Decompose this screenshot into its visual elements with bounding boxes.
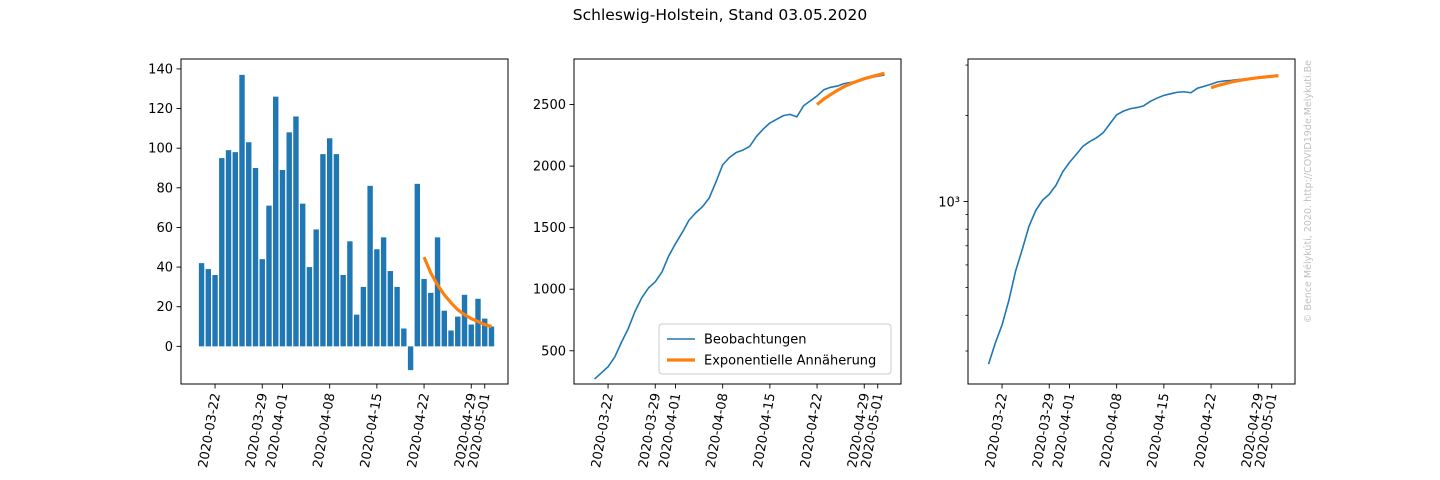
bar [232,152,238,347]
bar [374,249,380,347]
bar [212,275,218,347]
bar [198,263,205,347]
x-tick-label: 2020-03-22 [589,392,617,469]
bar [428,292,434,347]
fit-line [422,256,492,329]
bar [448,330,454,347]
bar [225,150,232,347]
observed-line [594,74,885,380]
bar [320,154,326,347]
bar [333,154,340,347]
bar [367,185,373,347]
bar [266,205,272,347]
x-tick-label: 2020-04-22 [405,392,433,469]
y-tick-label: 2000 [533,160,566,175]
bar [259,259,265,347]
bar [421,278,427,347]
chart-suptitle: Schleswig-Holstein, Stand 03.05.2020 [572,6,868,24]
bar [239,74,245,347]
legend-fit-label: Exponentielle Annäherung [704,354,876,369]
y-tick-label: 140 [148,62,173,77]
legend: Beobachtungen Exponentielle Annäherung [658,323,892,375]
bar [286,132,292,347]
watermark: © Bence Mélykúti, 2020. http://COVID19de… [1303,60,1314,323]
bar [482,318,488,347]
x-tick-label: 2020-04-22 [798,392,826,469]
y-tick-label: 1500 [533,221,566,236]
y-tick-label: 60 [156,221,173,236]
bar [205,269,211,347]
bar [441,310,447,347]
bar [273,96,279,347]
bar [394,286,400,347]
y-tick-label: 120 [148,102,173,117]
y-tick-label: 100 [148,142,173,157]
y-tick-label: 500 [541,344,566,359]
bar [434,237,441,347]
bar [293,116,299,347]
x-tick-label: 2020-04-15 [1145,392,1173,469]
x-tick-label: 2020-03-22 [196,392,224,469]
bar [401,328,407,347]
bar [380,237,387,347]
bar [414,183,421,347]
x-tick-label: 2020-04-08 [1098,392,1126,469]
observed-line [987,75,1279,365]
bar [468,324,474,347]
y-tick-label: 10³ [938,195,960,210]
x-tick-label: 2020-04-22 [1192,392,1220,469]
axes-frame [180,58,509,385]
x-tick-label: 2020-04-15 [358,392,386,469]
y-tick-label: 2500 [533,98,566,113]
legend-box [658,323,892,375]
bar [360,286,367,347]
x-tick-label: 2020-04-15 [751,392,779,469]
bar [279,169,286,347]
x-tick-label: 2020-03-22 [983,392,1011,469]
bar [407,346,414,371]
axes-frame [573,58,902,385]
bar [340,275,346,347]
bar [326,138,333,347]
x-tick-label: 2020-04-08 [311,392,339,469]
y-tick-label: 20 [156,300,173,315]
axes-frame [967,58,1296,385]
bar [246,142,252,347]
bar [219,158,225,347]
legend-observed-label: Beobachtungen [704,333,807,348]
bar [455,316,461,347]
fit-line [1210,74,1279,90]
bar [313,229,319,347]
y-tick-label: 1000 [533,283,566,298]
bar [488,326,495,347]
fit-line [816,71,885,106]
y-tick-label: 40 [156,261,173,276]
y-tick-label: 0 [165,340,173,355]
bar [347,241,353,347]
bar [461,294,468,347]
bar [306,267,313,347]
x-tick-label: 2020-04-08 [704,392,732,469]
bar [353,314,360,347]
y-tick-label: 80 [156,181,173,196]
bar [300,203,306,347]
bar [252,167,259,347]
bar [387,271,394,347]
